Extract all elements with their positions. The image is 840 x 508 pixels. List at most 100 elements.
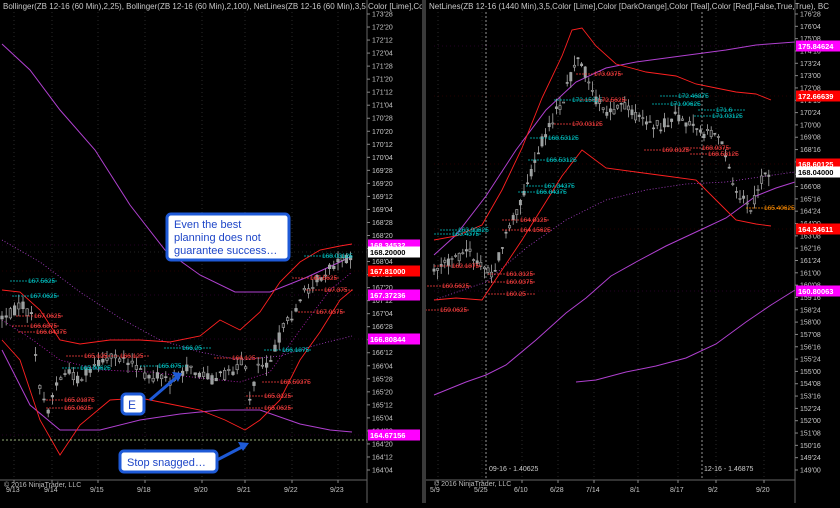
- left-candle: [59, 375, 63, 381]
- left-candle-body: [38, 385, 42, 389]
- right-net-line-label: 171.6: [716, 107, 733, 114]
- left-candle: [244, 364, 248, 372]
- left-candle-body: [130, 360, 134, 364]
- left-candle-body: [277, 332, 281, 343]
- right-candle: [724, 149, 728, 162]
- left-y-tick-label: 167'20: [372, 285, 393, 292]
- left-candle-body: [202, 371, 206, 377]
- right-candle: [688, 116, 692, 126]
- left-candle-body: [84, 368, 88, 376]
- right-candle-body: [623, 102, 627, 110]
- right-net-line-label: 172.15625: [572, 97, 603, 104]
- right-price-tag-box: [796, 166, 840, 178]
- left-candle: [277, 325, 281, 350]
- left-candle-body: [206, 373, 210, 380]
- right-candle: [742, 190, 746, 204]
- left-candle-body: [59, 377, 63, 380]
- left-candle: [134, 357, 139, 378]
- right-y-tick-label: 152'24: [800, 406, 821, 413]
- right-candle-body: [475, 260, 479, 264]
- left-bollinger-25-lower: [1, 289, 353, 456]
- left-candle-body: [164, 376, 168, 378]
- left-x-tick-label: 9/14: [44, 487, 58, 494]
- panel-separator[interactable]: [422, 0, 426, 503]
- right-candle-body: [724, 155, 728, 158]
- right-candle: [500, 247, 504, 255]
- left-candle-body: [285, 317, 290, 321]
- right-chart-background: [426, 0, 840, 503]
- right-candle: [616, 104, 620, 110]
- right-candle: [619, 102, 623, 112]
- right-candle: [554, 98, 558, 115]
- left-y-tick-label: 165'20: [372, 389, 393, 396]
- right-candle-body: [493, 270, 497, 272]
- right-candle-body: [547, 123, 551, 128]
- left-candle: [118, 356, 122, 364]
- right-candle: [493, 263, 497, 272]
- left-y-tick-label: 164'12: [372, 454, 393, 461]
- right-candle-body: [590, 90, 594, 92]
- left-y-tick-label: 164'20: [372, 441, 393, 448]
- left-net-line-label: 165.21875: [64, 397, 95, 404]
- right-candle-body: [727, 166, 731, 169]
- right-candle-body: [734, 191, 738, 193]
- left-candle: [76, 371, 80, 387]
- left-candle: [323, 268, 328, 283]
- right-candle: [637, 112, 641, 122]
- left-y-tick-label: 169'28: [372, 168, 393, 175]
- right-y-tick-label: 153'16: [800, 394, 821, 401]
- left-candle-body: [298, 299, 302, 302]
- right-y-tick-label: 172'08: [800, 85, 821, 92]
- left-y-tick-label: 168'28: [372, 220, 393, 227]
- right-candle-body: [529, 169, 533, 177]
- left-candle-body: [76, 375, 80, 384]
- left-candle: [197, 371, 202, 379]
- left-y-tick-label: 166'04: [372, 363, 393, 370]
- right-candle-body: [763, 172, 767, 175]
- right-net-line-label: 173.9375: [594, 71, 621, 78]
- left-candle-body: [139, 368, 143, 370]
- left-candle: [227, 365, 231, 376]
- right-candle: [666, 117, 670, 128]
- left-net-line-label: 167.0625: [30, 293, 57, 300]
- left-candle: [202, 366, 206, 380]
- right-candle-body: [608, 108, 612, 113]
- callout-top-line-2: planning does not: [174, 232, 261, 244]
- right-candle: [576, 56, 580, 67]
- right-candle-body: [587, 81, 591, 84]
- left-y-tick-label: 170'28: [372, 116, 393, 123]
- right-candle: [497, 252, 501, 263]
- right-chart-gridlines: [437, 12, 765, 480]
- left-candle-body: [239, 358, 244, 366]
- left-y-tick-label: 164'04: [372, 468, 393, 475]
- callout-stop-label: Stop snagged…: [127, 457, 206, 469]
- right-candle: [522, 183, 526, 197]
- right-candle: [454, 253, 458, 258]
- right-net-line-label: 166.53125: [546, 157, 577, 164]
- callout-stop-arrow: [216, 444, 245, 462]
- right-y-tick-label: 170'00: [800, 122, 821, 129]
- left-chart-svg[interactable]: Bollinger(ZB 12-16 (60 Min),2,25), Bolli…: [0, 0, 433, 503]
- right-net-line-label: 166.84375: [536, 189, 567, 196]
- left-candle: [84, 366, 88, 383]
- left-y-tick-label: 168'04: [372, 259, 393, 266]
- left-bollinger-100-lower: [1, 349, 353, 433]
- left-chart-panel[interactable]: Bollinger(ZB 12-16 (60 Min),2,25), Bolli…: [0, 0, 433, 503]
- left-candle-body: [311, 287, 315, 289]
- right-candle-body: [637, 114, 641, 117]
- left-candle: [46, 408, 50, 418]
- right-chart-panel[interactable]: NetLines(ZB 12-16 (1440 Min),3,5,Color […: [422, 0, 840, 503]
- left-candle: [97, 352, 101, 372]
- left-y-tick-label: 171'28: [372, 64, 393, 71]
- right-candle: [587, 77, 591, 90]
- left-candle-body: [332, 265, 336, 269]
- right-x-tick-label: 6/10: [514, 487, 528, 494]
- right-chart-svg[interactable]: NetLines(ZB 12-16 (1440 Min),3,5,Color […: [422, 0, 840, 503]
- right-net-line-label: 159.0625: [440, 307, 467, 314]
- right-candle-body: [709, 130, 713, 137]
- left-net-line-label: 167.375: [324, 287, 348, 294]
- right-candle-body: [659, 129, 663, 132]
- right-candle: [763, 172, 767, 177]
- right-bollinger-mid: [433, 171, 796, 301]
- left-candle: [210, 373, 214, 385]
